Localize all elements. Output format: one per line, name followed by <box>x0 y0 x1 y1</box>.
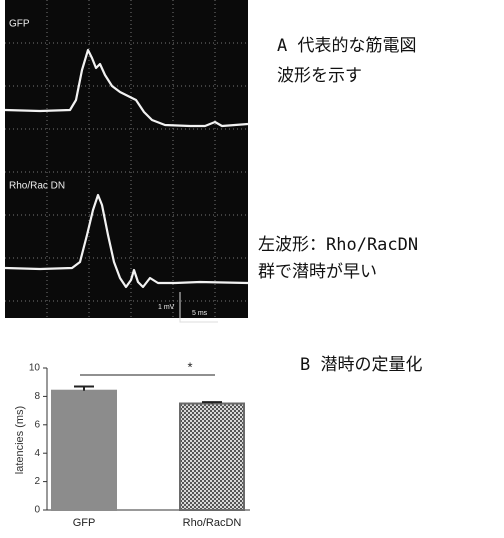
scale-label: 1 mV <box>158 304 175 311</box>
y-tick-label: 8 <box>34 391 40 402</box>
note: 群で潜時が早い <box>258 262 377 282</box>
y-tick-label: 2 <box>34 476 40 487</box>
y-tick-label: 10 <box>29 363 41 374</box>
x-tick-label: GFP <box>73 517 96 529</box>
note: A 代表的な筋電図 <box>277 36 416 56</box>
note: 波形を示す <box>277 66 362 86</box>
trace-label: Rho/Rac DN <box>9 181 65 192</box>
figure: GFP Rho/Rac DN 1 mV 5 ms A 代表的な筋電図 波形を示す… <box>0 0 504 533</box>
y-tick-label: 6 <box>34 419 40 430</box>
y-axis-label: latencies (ms) <box>14 406 26 474</box>
note: 左波形：Rho/RacDN <box>258 235 418 255</box>
significance-mark: * <box>187 359 192 374</box>
bar <box>52 391 116 510</box>
scale-label: 5 ms <box>192 310 208 317</box>
note: B 潜時の定量化 <box>300 355 422 375</box>
bar <box>180 404 244 511</box>
y-tick-label: 4 <box>34 448 40 459</box>
trace-label: GFP <box>9 19 30 30</box>
y-tick-label: 0 <box>34 505 40 516</box>
emg-panel: GFP Rho/Rac DN 1 mV 5 ms <box>5 0 248 322</box>
x-tick-label: Rho/RacDN <box>183 517 242 529</box>
panel-background <box>5 0 248 318</box>
